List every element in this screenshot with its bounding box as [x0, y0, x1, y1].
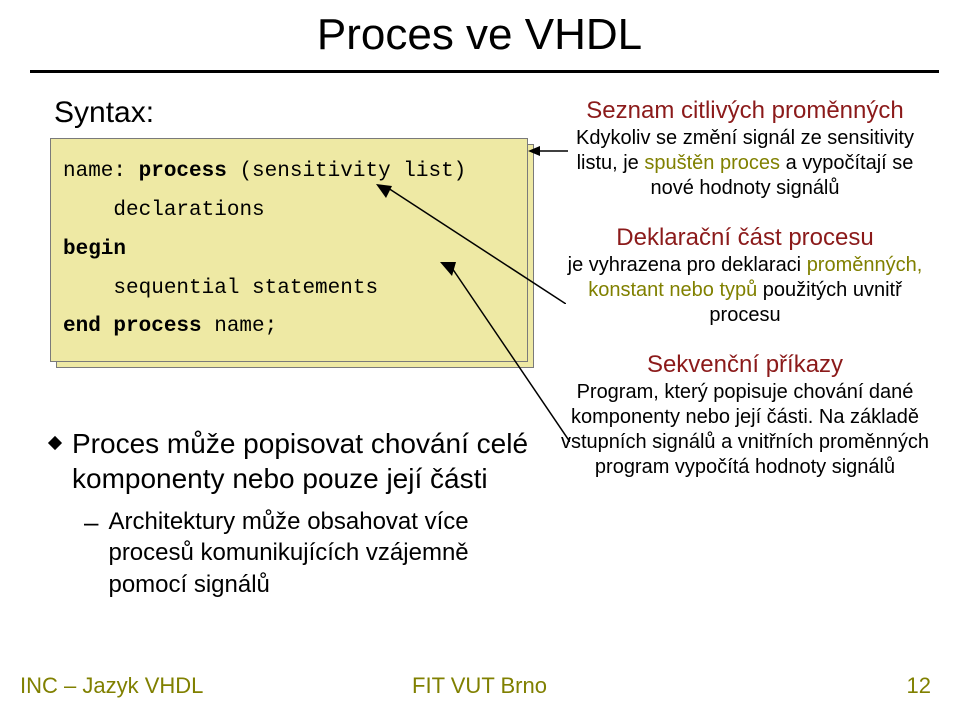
dash-icon: – — [84, 506, 98, 539]
bullet-list: Proces může popisovat chování celé kompo… — [50, 426, 540, 600]
footer-right: 12 — [907, 673, 931, 699]
rb2-pre: je vyhrazena pro deklaraci — [568, 254, 807, 276]
rb3-body: Program, který popisuje chování dané kom… — [560, 380, 930, 480]
code-box-front: name: process (sensitivity list) declara… — [50, 138, 528, 362]
code-l1-post: (sensitivity list) — [227, 160, 466, 183]
syntax-label: Syntax: — [54, 96, 540, 130]
bullet-2: – Architektury může obsahovat více proce… — [84, 506, 540, 600]
code-l1-kw: process — [139, 160, 227, 183]
code-l3: begin — [63, 238, 126, 261]
rb1-head: Seznam citlivých proměnných — [560, 96, 930, 126]
content-area: Syntax: name: process (sensitivity list)… — [0, 96, 959, 666]
left-column: Syntax: name: process (sensitivity list)… — [50, 96, 540, 600]
bullet-1: Proces může popisovat chování celé kompo… — [50, 426, 540, 496]
footer-center: FIT VUT Brno — [0, 673, 959, 699]
right-block-1: Seznam citlivých proměnných Kdykoliv se … — [560, 96, 930, 201]
code-content: name: process (sensitivity list) declara… — [63, 153, 515, 347]
rb3-pre: Program, který popisuje chování dané kom… — [561, 381, 929, 478]
rb1-em: spuštěn proces — [644, 152, 780, 174]
bullet-icon — [48, 436, 62, 450]
rb1-body: Kdykoliv se změní signál ze sensitivity … — [560, 126, 930, 201]
rb2-body: je vyhrazena pro deklaraci proměnných, k… — [560, 253, 930, 328]
code-l5-post: name; — [202, 315, 278, 338]
rb3-head: Sekvenční příkazy — [560, 350, 930, 380]
slide: Proces ve VHDL Syntax: name: process (se… — [0, 0, 959, 706]
rb2-head: Deklarační část procesu — [560, 223, 930, 253]
code-l4: sequential statements — [113, 277, 378, 300]
right-block-3: Sekvenční příkazy Program, který popisuj… — [560, 350, 930, 480]
bullet-1-text: Proces může popisovat chování celé kompo… — [72, 426, 540, 496]
bullet-2-text: Architektury může obsahovat více procesů… — [108, 506, 540, 600]
right-block-2: Deklarační část procesu je vyhrazena pro… — [560, 223, 930, 328]
right-column: Seznam citlivých proměnných Kdykoliv se … — [560, 96, 930, 502]
code-l1-pre: name: — [63, 160, 139, 183]
footer: INC – Jazyk VHDL FIT VUT Brno 12 — [0, 666, 959, 706]
code-l2: declarations — [113, 199, 264, 222]
page-title: Proces ve VHDL — [0, 0, 959, 60]
code-box: name: process (sensitivity list) declara… — [50, 138, 528, 362]
horizontal-rule — [30, 70, 939, 73]
code-l5-kw: end process — [63, 315, 202, 338]
